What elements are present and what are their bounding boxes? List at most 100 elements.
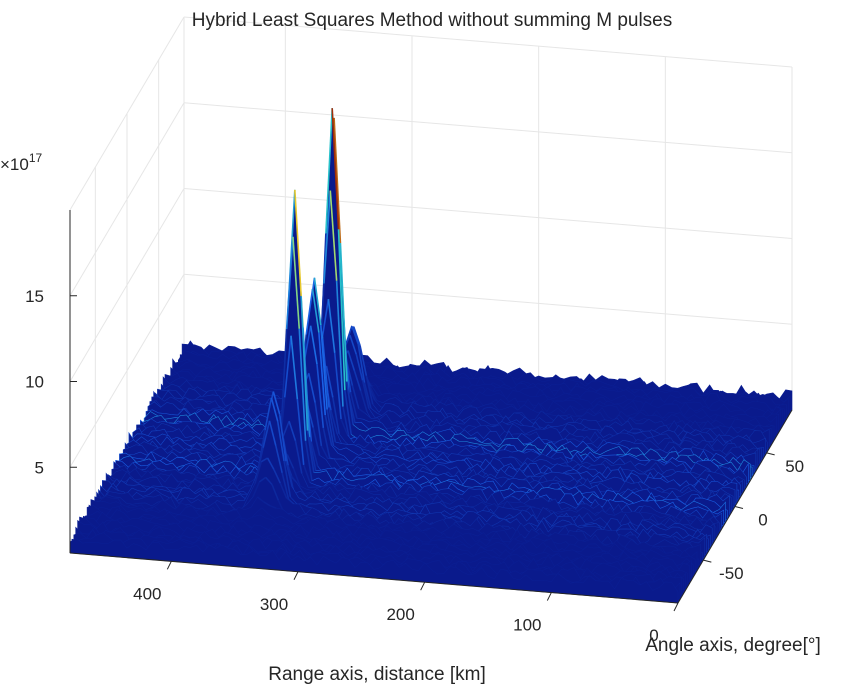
surface-ridge <box>298 328 307 441</box>
range-tick-mark <box>673 602 679 612</box>
z-axis-ticks: 5 10 15 <box>25 287 77 477</box>
chart-title: Hybrid Least Squares Method without summ… <box>192 10 673 31</box>
angle-tick-mark <box>766 452 775 456</box>
z-tick-label: 5 <box>35 458 44 477</box>
surface-ridge <box>263 501 271 507</box>
surface-ridge <box>294 440 303 474</box>
angle-tick-mark <box>703 559 712 563</box>
surface-ridge <box>312 427 321 456</box>
surface-ridge <box>304 440 313 481</box>
surface-ridge <box>359 390 368 413</box>
surface-ridge <box>302 464 311 483</box>
surface-ridge <box>278 414 287 462</box>
surface-ridge <box>351 385 360 409</box>
z-tick-label: 10 <box>25 373 44 392</box>
surface-ridge <box>310 441 319 467</box>
surface-ridge <box>308 437 317 471</box>
surface-ridge <box>264 397 273 431</box>
grid-line-back-z <box>183 273 793 325</box>
surface-ridge <box>357 343 366 383</box>
surface-ridge <box>347 350 356 371</box>
surface-ridge <box>283 460 292 498</box>
surface-ridge <box>279 482 288 499</box>
surface-ridge <box>353 370 362 391</box>
surface-ridge <box>337 229 346 391</box>
z-tick-label: 15 <box>25 287 44 306</box>
surface-ridge <box>361 380 370 409</box>
surface-ridge <box>252 481 261 498</box>
surface-ridge <box>292 468 301 487</box>
surface-ridge <box>271 484 280 501</box>
surface-mesh <box>69 108 793 604</box>
surface-ridge <box>282 420 290 438</box>
range-tick-label: 100 <box>513 616 541 635</box>
range-tick-mark <box>420 581 426 591</box>
surface-ridge <box>266 457 275 470</box>
z-exponent-base: ×10 <box>0 155 29 174</box>
x-axis-label: Range axis, distance [km] <box>268 664 486 685</box>
range-tick-label: 300 <box>260 595 288 614</box>
surface-ridge <box>254 461 263 484</box>
surface-ridge <box>325 365 334 398</box>
grid-lines <box>69 16 793 554</box>
surface-ridge <box>333 352 342 420</box>
surface-ridge <box>349 334 358 355</box>
surface-ridge <box>359 345 368 376</box>
surface-ridge <box>332 397 340 434</box>
surface-ridge <box>286 454 295 469</box>
surface-ridge <box>288 420 297 442</box>
surface-ridge <box>260 457 269 463</box>
range-axis-ticks: 400 300 200 100 0 <box>133 561 679 645</box>
surface-strip <box>105 429 715 543</box>
surface-ridge <box>333 117 342 244</box>
surface-ridge <box>285 461 294 488</box>
surface-ridge <box>313 277 322 326</box>
surface-ridge <box>281 472 290 500</box>
surface-ridge <box>269 505 277 510</box>
surface-ridge <box>314 402 323 447</box>
surface-ridge <box>325 108 333 234</box>
surface-ridge <box>369 386 378 401</box>
surface-ridge <box>265 476 273 486</box>
range-tick-label: 0 <box>649 626 658 645</box>
surface-ridge <box>256 447 264 475</box>
surface-ridge <box>344 390 352 435</box>
z-exponent-label: ×1017 <box>0 151 43 174</box>
surface-ridge <box>342 406 351 439</box>
surface-ridge <box>351 325 359 345</box>
surface-ridge <box>329 190 338 281</box>
surface-ridge <box>300 296 309 431</box>
surface-ridge <box>339 242 348 382</box>
angle-tick-label: 50 <box>785 457 804 476</box>
surface-ridge <box>326 409 335 446</box>
surface-ridge <box>256 496 265 503</box>
surface-ridge <box>285 236 294 330</box>
surface-ridge <box>358 408 366 414</box>
surface-ridge <box>345 381 354 425</box>
surface-ridge <box>309 325 318 365</box>
surface-ridge <box>283 335 292 398</box>
surface-ridge <box>322 427 331 458</box>
surface-ridge <box>323 190 332 284</box>
surface-ridge <box>296 399 305 466</box>
y-axis-label: Angle axis, degree[°] <box>645 635 821 656</box>
z-exponent-power: 17 <box>29 151 43 165</box>
surface-strip <box>69 538 679 604</box>
surface-ridge <box>330 410 339 435</box>
surface-ridge <box>305 288 314 335</box>
surface-ridge <box>275 445 283 474</box>
surface-ridge <box>262 420 271 448</box>
grid-line-back-z <box>183 102 793 154</box>
range-tick-mark <box>166 561 172 570</box>
surface-ridge <box>363 382 372 409</box>
surface-ridge <box>321 338 330 408</box>
angle-tick-label: -50 <box>719 564 744 583</box>
surface-strip <box>140 190 749 485</box>
surface-ridge <box>335 280 344 407</box>
surface-ridge <box>318 332 327 416</box>
surface-ridge <box>270 397 279 422</box>
surface-ridge <box>320 325 328 410</box>
surface-ridge <box>273 469 281 484</box>
surface-ridge <box>307 373 316 403</box>
grid-line-back-z <box>183 188 793 239</box>
